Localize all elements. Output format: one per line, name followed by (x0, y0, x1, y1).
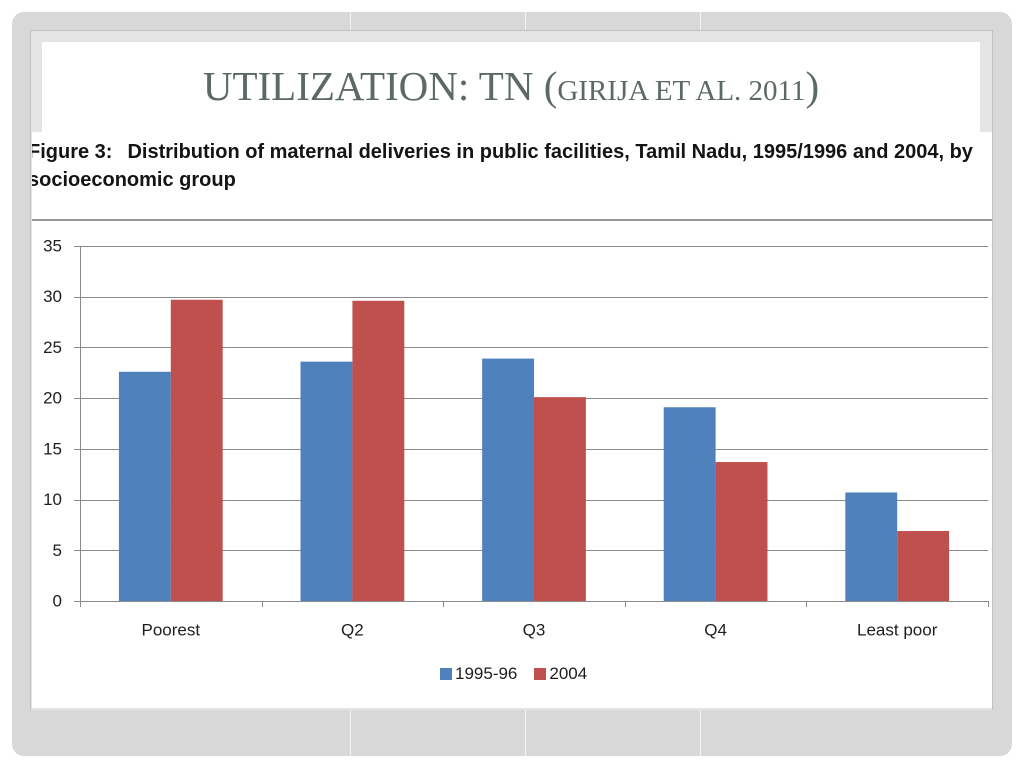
slide-title-main: UTILIZATION: TN ( (202, 63, 558, 109)
x-category-label-least-poor: Least poor (857, 621, 938, 640)
caption-text-line-1: Distribution of maternal deliveries in p… (127, 141, 973, 163)
legend-label-series-2: 2004 (549, 664, 588, 683)
bar-q4-2004 (715, 462, 768, 601)
legend-swatch-series-2 (534, 668, 547, 680)
slide-title-close: ) (805, 63, 820, 109)
y-tick-label-10: 10 (43, 490, 62, 509)
legend-item-series-1: 1995-96 (440, 664, 517, 684)
y-tick-label-5: 5 (53, 541, 62, 560)
y-tick-label-15: 15 (43, 439, 62, 458)
bar-q3-1995-96 (482, 358, 534, 601)
x-category-label-q3: Q3 (523, 621, 546, 640)
caption-text-line-2: socioeconomic group (32, 169, 236, 191)
bar-q3-2004 (534, 397, 586, 601)
caption-separator (32, 219, 992, 221)
slide-title-citation: GIRIJA ET AL. 2011 (557, 75, 806, 107)
y-tick-label-30: 30 (43, 287, 62, 306)
bar-q2-2004 (352, 300, 405, 601)
title-box (42, 42, 980, 138)
legend-label-series-1: 1995-96 (455, 664, 518, 683)
figure-image: Figure 3: Distribution of maternal delive… (32, 132, 992, 708)
x-category-label-q2: Q2 (341, 621, 364, 640)
legend-item-series-2: 2004 (534, 664, 587, 684)
bar-poorest-1995-96 (118, 371, 171, 601)
x-category-label-poorest: Poorest (142, 621, 201, 640)
slide-title: UTILIZATION: TN (GIRIJA ET AL. 2011) (42, 62, 980, 110)
chart-legend: 1995-96 2004 (440, 664, 587, 684)
y-tick-label-25: 25 (43, 338, 62, 357)
bar-least-poor-1995-96 (845, 492, 898, 601)
caption-line-1: Figure 3: Distribution of maternal delive… (32, 138, 992, 166)
bar-least-poor-2004 (897, 531, 950, 601)
bar-poorest-2004 (170, 299, 223, 601)
figure-caption: Figure 3: Distribution of maternal delive… (32, 138, 992, 194)
bar-q2-1995-96 (300, 361, 353, 601)
bar-q4-1995-96 (663, 407, 716, 601)
y-tick-label-0: 0 (53, 592, 62, 611)
legend-swatch-series-1 (440, 668, 452, 680)
x-category-label-q4: Q4 (704, 621, 727, 640)
bar-chart: 0 5 10 15 20 25 30 35 Poorest Q2 Q3 Q4 Least poor (43, 237, 989, 640)
y-tick-label-35: 35 (43, 237, 62, 256)
figure-label: Figure 3: (32, 141, 113, 163)
y-tick-label-20: 20 (43, 389, 62, 408)
